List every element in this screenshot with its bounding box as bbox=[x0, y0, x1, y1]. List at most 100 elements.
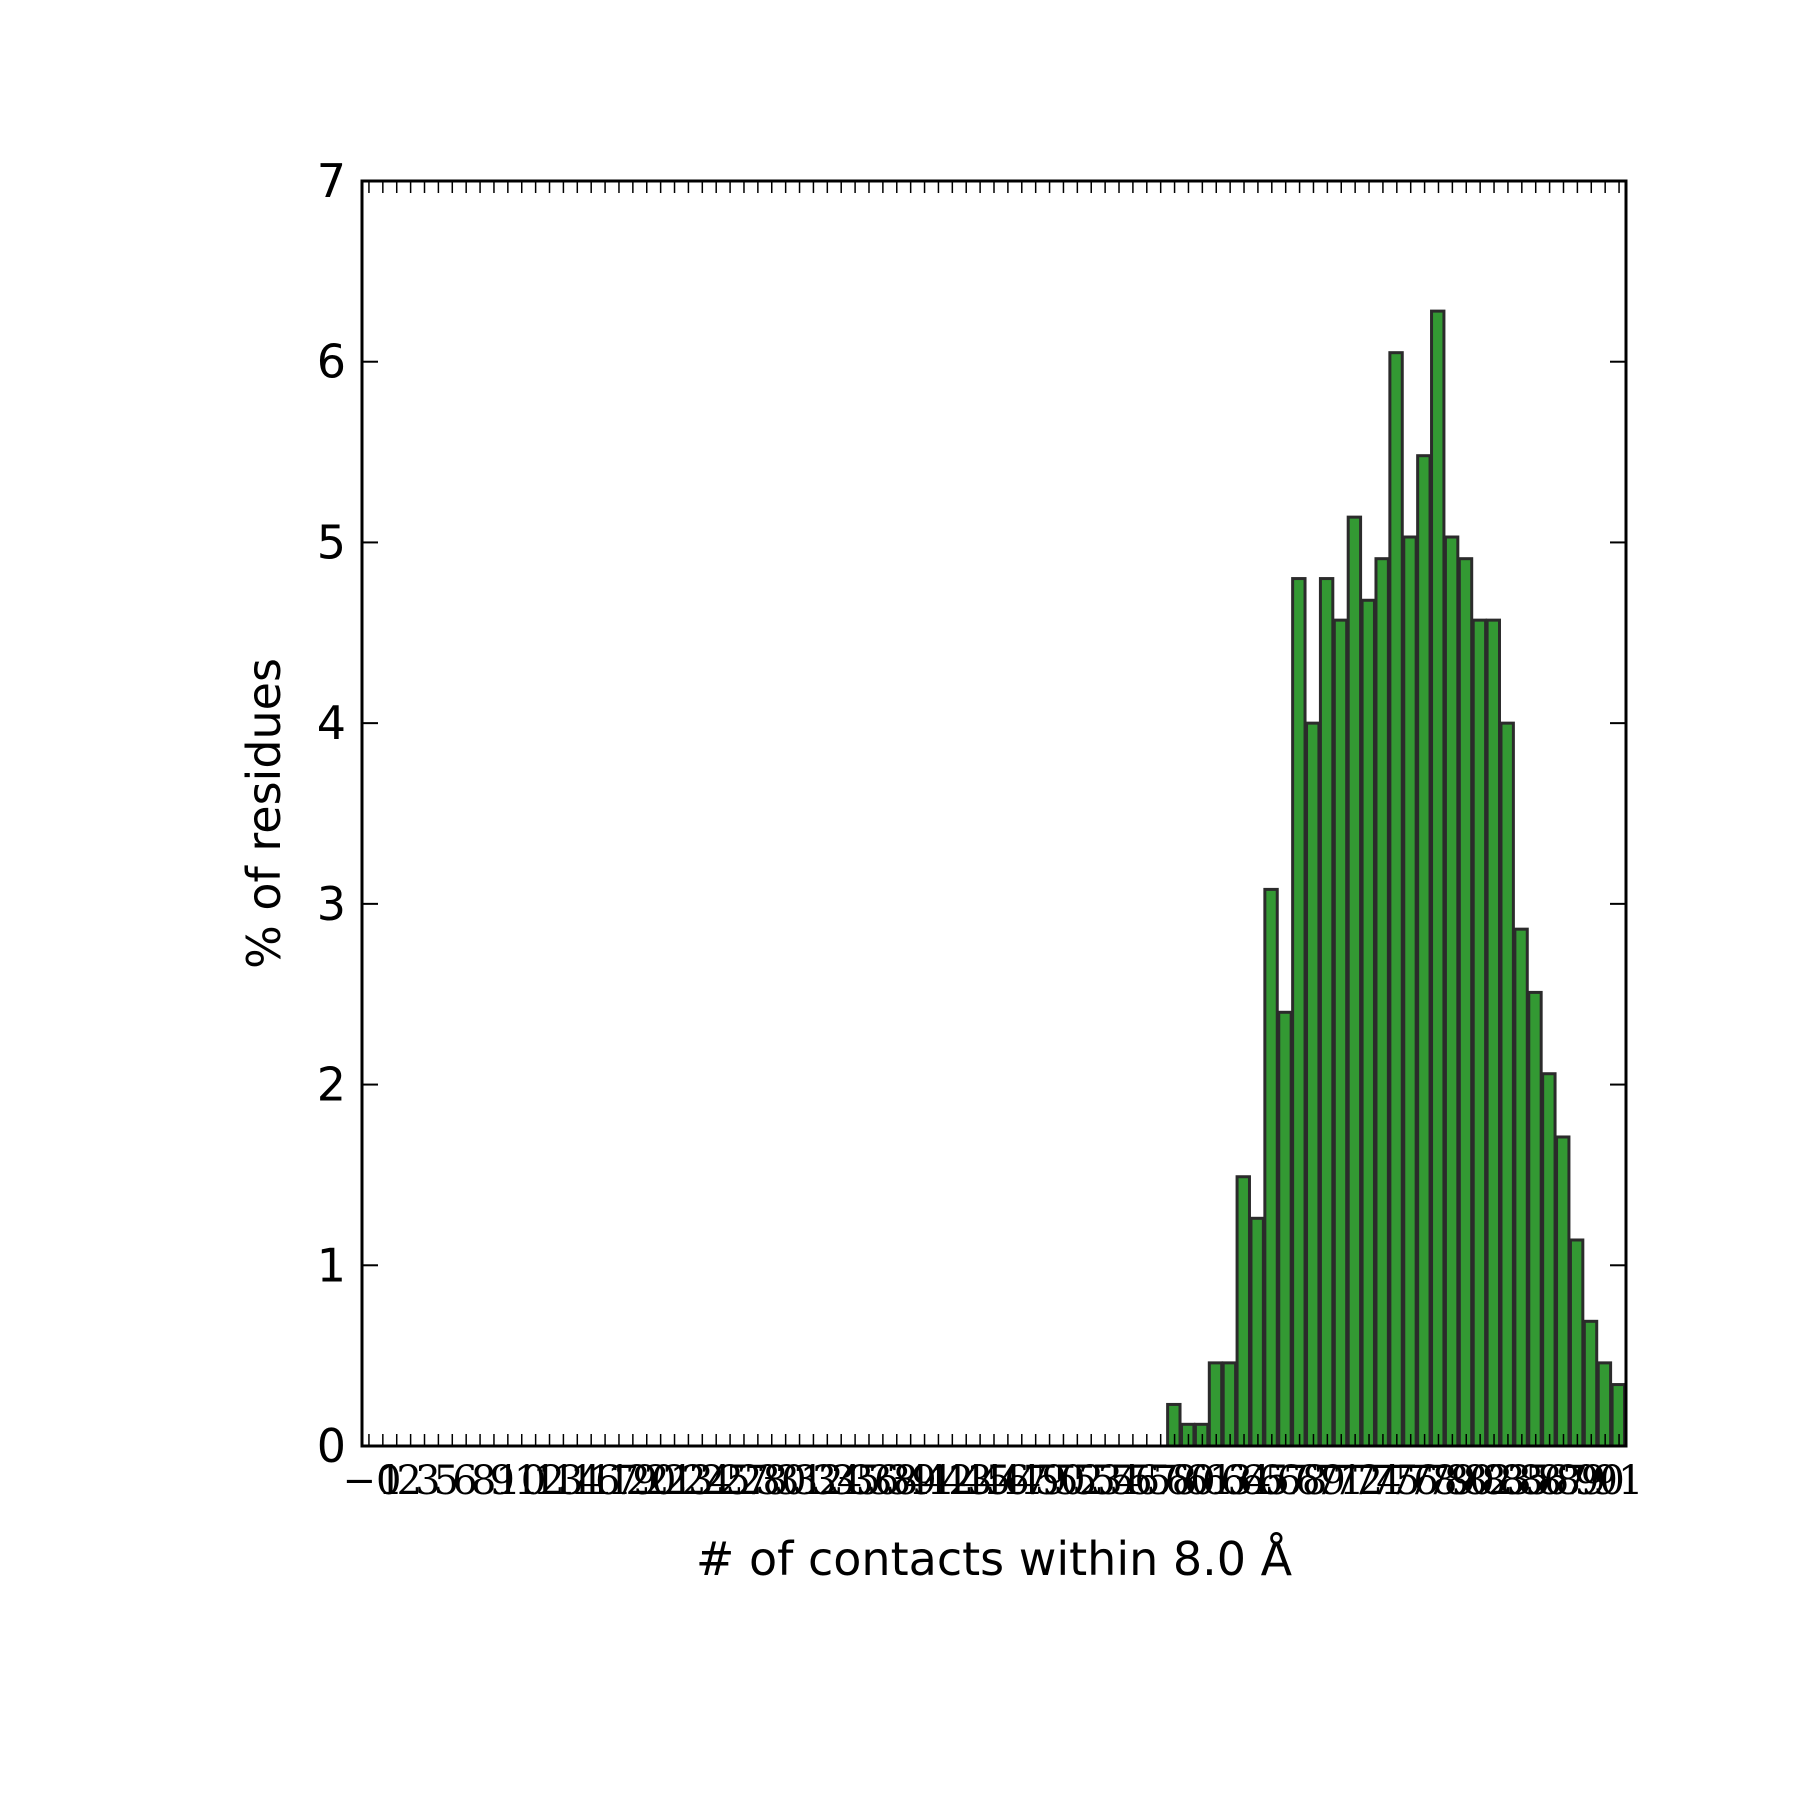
bar bbox=[1513, 927, 1529, 1448]
x-tick-label: 71 bbox=[1314, 1458, 1365, 1504]
x-tick-label: 46 bbox=[979, 1458, 1030, 1504]
bar bbox=[1277, 1010, 1293, 1448]
plot-frame bbox=[360, 179, 1628, 1448]
x-tick-label: 27 bbox=[718, 1458, 769, 1504]
bar bbox=[1568, 1238, 1585, 1448]
bar bbox=[1374, 557, 1390, 1448]
bar bbox=[1346, 515, 1363, 1448]
bars-group bbox=[1166, 309, 1626, 1448]
x-tick-label: 90 bbox=[1574, 1458, 1625, 1504]
x-tick-label: 86 bbox=[1518, 1458, 1569, 1504]
bar bbox=[1582, 1319, 1599, 1448]
x-tick-label: 9 bbox=[489, 1458, 514, 1504]
bar bbox=[1235, 1175, 1251, 1448]
x-tick-labels: −012356891012131416171920212324252728303… bbox=[343, 1458, 1644, 1504]
x-tick-label: 2 bbox=[396, 1458, 421, 1504]
x-tick-label: 67 bbox=[1258, 1458, 1309, 1504]
x-tick-label: 79 bbox=[1425, 1458, 1476, 1504]
bar bbox=[1263, 887, 1279, 1448]
x-tick-label: 35 bbox=[830, 1458, 881, 1504]
bar bbox=[1388, 351, 1404, 1448]
x-tick-label: 80 bbox=[1444, 1458, 1495, 1504]
bar bbox=[1485, 618, 1501, 1448]
x-tick-label: 21 bbox=[644, 1458, 695, 1504]
y-tick-label: 6 bbox=[317, 335, 346, 389]
x-tick-label: 75 bbox=[1369, 1458, 1420, 1504]
x-tick-label: 52 bbox=[1053, 1458, 1104, 1504]
bar bbox=[1527, 990, 1543, 1448]
bar bbox=[1249, 1216, 1265, 1448]
x-tick-label: 32 bbox=[793, 1458, 844, 1504]
x-tick-label: 61 bbox=[1183, 1458, 1234, 1504]
bar bbox=[1541, 1072, 1557, 1448]
x-tick-label: 6 bbox=[452, 1458, 477, 1504]
bar bbox=[1499, 721, 1515, 1448]
x-tick-label: 38 bbox=[867, 1458, 918, 1504]
x-tick-label: 57 bbox=[1128, 1458, 1179, 1504]
x-tick-label: 1 bbox=[378, 1458, 403, 1504]
x-tick-label: 28 bbox=[737, 1458, 788, 1504]
x-tick-label: 74 bbox=[1351, 1458, 1402, 1504]
x-tick-label: 58 bbox=[1146, 1458, 1197, 1504]
bar bbox=[1402, 535, 1418, 1448]
bar bbox=[1596, 1361, 1613, 1448]
x-tick-label: 23 bbox=[663, 1458, 714, 1504]
x-tick-label: 78 bbox=[1407, 1458, 1458, 1504]
x-tick-label: 72 bbox=[1332, 1458, 1383, 1504]
x-tick-label: 19 bbox=[607, 1458, 658, 1504]
x-tick-label: 82 bbox=[1462, 1458, 1513, 1504]
x-tick-label: −0 bbox=[343, 1458, 402, 1504]
x-tick-label: 5 bbox=[434, 1458, 459, 1504]
x-tick-label: 39 bbox=[886, 1458, 937, 1504]
x-tick-label: 12 bbox=[514, 1458, 565, 1504]
y-tick-label: 1 bbox=[317, 1238, 346, 1292]
bar bbox=[1416, 454, 1432, 1448]
x-tick-label: 85 bbox=[1500, 1458, 1551, 1504]
bar bbox=[1305, 721, 1321, 1448]
x-tick-label: 47 bbox=[997, 1458, 1048, 1504]
x-tick-label: 42 bbox=[923, 1458, 974, 1504]
y-axis-title: % of residues bbox=[237, 658, 291, 969]
x-tick-label: 53 bbox=[1072, 1458, 1123, 1504]
x-tick-label: 63 bbox=[1202, 1458, 1253, 1504]
y-tick-label: 3 bbox=[317, 877, 346, 931]
x-tick-label: 76 bbox=[1388, 1458, 1439, 1504]
bar bbox=[1332, 618, 1349, 1448]
y-tick-label: 7 bbox=[317, 154, 346, 208]
x-tick-label: 17 bbox=[588, 1458, 639, 1504]
x-tick-label: 45 bbox=[960, 1458, 1011, 1504]
x-tick-label: 20 bbox=[626, 1458, 677, 1504]
bar bbox=[1443, 535, 1460, 1448]
x-tick-label: 89 bbox=[1555, 1458, 1606, 1504]
x-tick-label: 14 bbox=[551, 1458, 602, 1504]
x-tick-label: 68 bbox=[1276, 1458, 1327, 1504]
y-tick-label: 5 bbox=[317, 515, 346, 569]
x-tick-label: 31 bbox=[774, 1458, 825, 1504]
x-tick-label: 8 bbox=[471, 1458, 496, 1504]
bar bbox=[1221, 1361, 1238, 1448]
x-tick-label: 56 bbox=[1109, 1458, 1160, 1504]
bar bbox=[1430, 309, 1446, 1448]
y-tick-label: 0 bbox=[317, 1419, 346, 1473]
x-tick-label: 3 bbox=[415, 1458, 440, 1504]
x-tick-label: 83 bbox=[1481, 1458, 1532, 1504]
bar bbox=[1471, 618, 1488, 1448]
x-tick-label: 69 bbox=[1295, 1458, 1346, 1504]
x-tick-label: 60 bbox=[1165, 1458, 1216, 1504]
x-tick-label: 10 bbox=[495, 1458, 546, 1504]
x-tick-label: 65 bbox=[1239, 1458, 1290, 1504]
x-tick-label: 41 bbox=[904, 1458, 955, 1504]
y-tick-label: 2 bbox=[317, 1058, 346, 1112]
bar bbox=[1457, 557, 1474, 1448]
y-tick-labels: 0 1 2 3 4 5 6 7 bbox=[317, 154, 346, 1473]
bar bbox=[1291, 577, 1307, 1448]
x-tick-label: 87 bbox=[1537, 1458, 1588, 1504]
x-tick-label: 49 bbox=[1016, 1458, 1067, 1504]
bar bbox=[1360, 598, 1376, 1448]
x-axis-title: # of contacts within 8.0 Å bbox=[696, 1532, 1293, 1586]
x-tick-label: 30 bbox=[756, 1458, 807, 1504]
x-tick-label: 43 bbox=[942, 1458, 993, 1504]
bar bbox=[1207, 1361, 1224, 1448]
x-tick-label: 13 bbox=[533, 1458, 584, 1504]
